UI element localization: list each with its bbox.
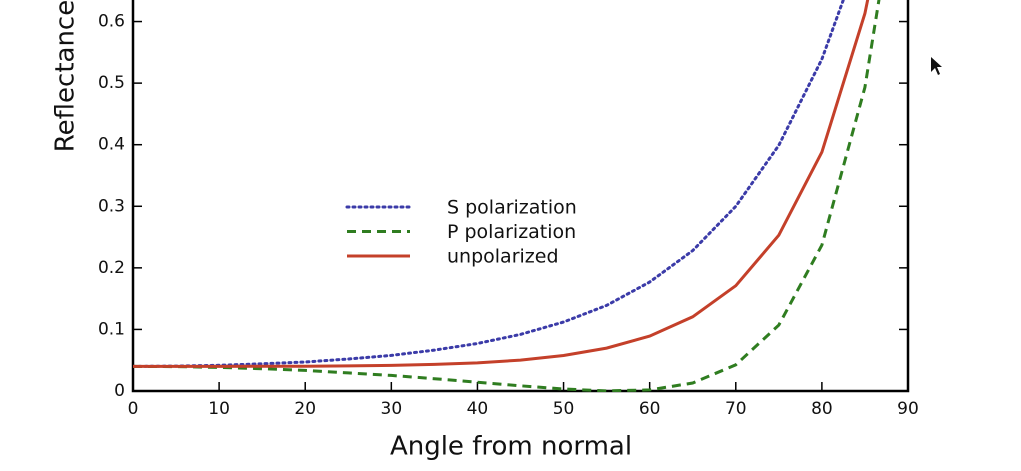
x-tick-label: 90 [897,399,919,419]
y-tick-label: 0.2 [98,258,125,278]
plot-area [133,0,881,392]
x-tick-label: 20 [294,399,316,419]
mouse-cursor [931,57,942,75]
x-tick-label: 10 [208,399,230,419]
y-tick-label: 0.4 [98,135,125,155]
y-axis-label: Reflectance [51,0,81,152]
x-tick-label: 80 [811,399,833,419]
legend-label: S polarization [447,197,577,219]
y-tick-label: 0.5 [98,73,125,93]
series-line [133,0,870,368]
y-tick-label: 0.6 [98,12,125,32]
legend-label: unpolarized [447,246,559,268]
x-tick-label: 50 [553,399,575,419]
y-tick-label: 0 [114,381,125,401]
x-tick-label: 60 [639,399,661,419]
series-line [133,0,881,392]
axes-box [131,0,910,393]
y-tick-label: 0.3 [98,196,125,216]
plot-frame [131,0,910,393]
y-tick-label: 0.1 [98,319,125,339]
legend-label: P polarization [447,221,576,243]
x-axis-label: Angle from normal [390,432,632,462]
x-tick-label: 40 [467,399,489,419]
x-tick-label: 0 [128,399,139,419]
x-tick-label: 30 [381,399,403,419]
x-tick-label: 70 [725,399,747,419]
series-line [133,0,845,368]
